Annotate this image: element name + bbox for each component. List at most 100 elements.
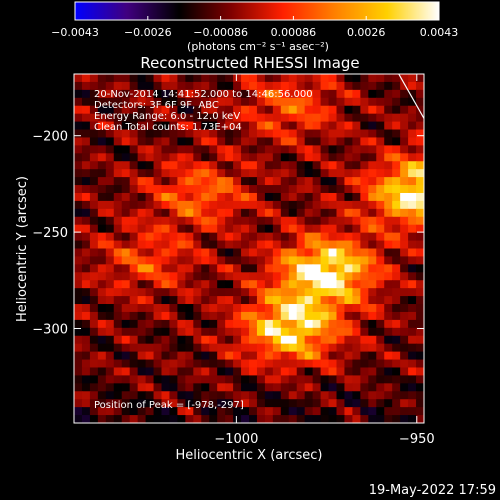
heatmap-cell — [153, 383, 163, 392]
heatmap-cell — [97, 145, 107, 154]
heatmap-cell — [312, 232, 322, 242]
heatmap-cell — [97, 304, 107, 313]
heatmap-cell — [193, 192, 202, 202]
heatmap-cell — [97, 129, 107, 139]
heatmap-cell — [153, 343, 163, 353]
heatmap-cell — [336, 288, 346, 297]
heatmap-cell — [89, 145, 99, 154]
heatmap-cell — [225, 280, 234, 289]
heatmap-cell — [225, 335, 234, 345]
heatmap-cell — [177, 264, 186, 273]
heatmap-cell — [217, 240, 226, 250]
heatmap-cell — [193, 319, 202, 329]
heatmap-cell — [360, 185, 369, 194]
heatmap-cell — [352, 97, 361, 107]
heatmap-cell — [233, 216, 242, 226]
heatmap-cell — [177, 89, 186, 99]
heatmap-cell — [264, 399, 274, 408]
heatmap-cell — [392, 407, 401, 416]
heatmap-cell — [201, 105, 210, 115]
heatmap-cell — [320, 335, 330, 345]
heatmap-cell — [233, 304, 242, 313]
heatmap-cell — [408, 169, 417, 178]
heatmap-cell — [169, 169, 178, 178]
heatmap-cell — [368, 359, 377, 369]
heatmap-cell — [209, 367, 218, 377]
heatmap-cell — [256, 383, 266, 392]
heatmap-cell — [225, 304, 234, 313]
heatmap-cell — [320, 216, 330, 226]
heatmap-cell — [74, 81, 83, 91]
heatmap-cell — [376, 280, 385, 289]
heatmap-cell — [264, 177, 274, 186]
heatmap-cell — [336, 375, 346, 384]
heatmap-cell — [74, 343, 83, 353]
heatmap-cell — [74, 399, 83, 408]
heatmap-cell — [145, 383, 155, 392]
heatmap-cell — [384, 113, 393, 123]
heatmap-cell — [169, 137, 178, 146]
heatmap-cell — [97, 105, 107, 115]
heatmap-cell — [249, 415, 258, 423]
heatmap-cell — [161, 177, 171, 186]
heatmap-cell — [97, 415, 107, 423]
heatmap-cell — [400, 343, 409, 353]
heatmap-cell — [81, 296, 91, 305]
heatmap-cell — [225, 161, 234, 170]
heatmap-cell — [233, 113, 242, 123]
heatmap-cell — [145, 311, 155, 321]
heatmap-cell — [74, 145, 83, 154]
heatmap-cell — [209, 121, 218, 131]
heatmap-cell — [97, 208, 107, 218]
heatmap-cell — [233, 407, 242, 416]
heatmap-cell — [296, 129, 306, 139]
heatmap-cell — [320, 375, 330, 384]
heatmap-cell — [137, 208, 147, 218]
heatmap-cell — [145, 264, 155, 273]
heatmap-cell — [312, 359, 322, 369]
heatmap-cell — [416, 391, 424, 400]
heatmap-cell — [89, 129, 99, 139]
heatmap-cell — [225, 74, 234, 83]
heatmap-cell — [97, 367, 107, 377]
heatmap-cell — [264, 161, 274, 170]
heatmap-cell — [400, 264, 409, 273]
heatmap-cell — [209, 185, 218, 194]
heatmap-cell — [193, 391, 202, 400]
heatmap-cell — [344, 113, 353, 123]
heatmap-cell — [360, 153, 369, 162]
heatmap-cell — [336, 240, 346, 250]
heatmap-cell — [416, 169, 424, 178]
heatmap-cell — [193, 121, 202, 131]
heatmap-cell — [336, 335, 346, 345]
heatmap-cell — [360, 399, 369, 408]
heatmap-cell — [193, 407, 202, 416]
heatmap-cell — [153, 145, 163, 154]
heatmap-cell — [105, 367, 115, 377]
heatmap-cell — [121, 232, 131, 242]
heatmap-cell — [384, 192, 393, 202]
heatmap-cell — [320, 391, 330, 400]
heatmap-cell — [368, 161, 377, 170]
heatmap-cell — [344, 272, 353, 281]
heatmap-cell — [400, 89, 409, 99]
heatmap-cell — [113, 153, 123, 162]
heatmap-cell — [113, 367, 123, 377]
heatmap-cell — [129, 129, 139, 139]
heatmap-cell — [336, 359, 346, 369]
heatmap-cell — [97, 256, 107, 265]
heatmap-cell — [113, 216, 123, 226]
annotation-line: Detectors: 3F 6F 9F, ABC — [94, 100, 219, 111]
heatmap-cell — [272, 311, 282, 321]
heatmap-cell — [177, 129, 186, 139]
heatmap-cell — [81, 200, 91, 210]
heatmap-cell — [256, 161, 266, 170]
heatmap-cell — [408, 367, 417, 377]
heatmap-cell — [416, 280, 424, 289]
heatmap-cell — [121, 113, 131, 123]
heatmap-cell — [169, 319, 178, 329]
heatmap-cell — [320, 399, 330, 408]
heatmap-cell — [312, 89, 322, 99]
heatmap-cell — [137, 311, 147, 321]
heatmap-cell — [384, 335, 393, 345]
